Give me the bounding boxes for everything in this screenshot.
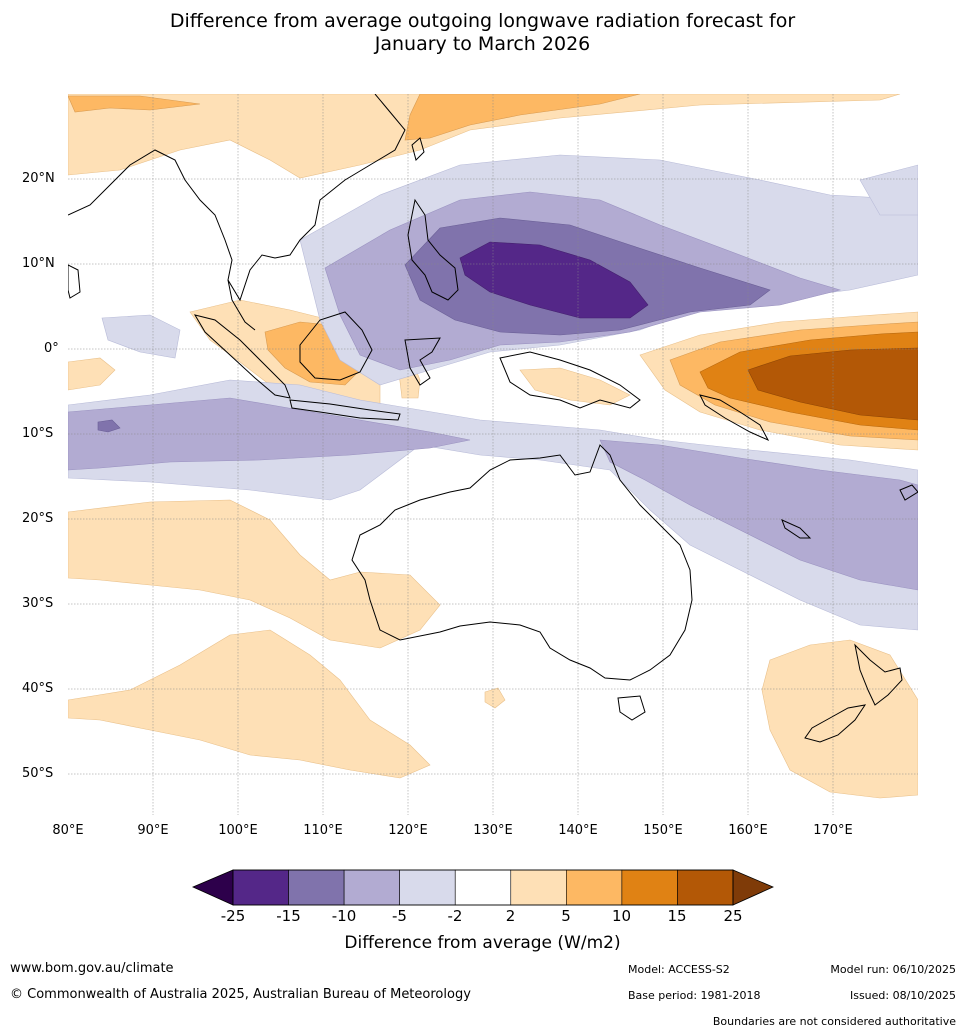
- anomaly-field: [68, 94, 918, 799]
- anomaly-south-spot: [484, 687, 506, 709]
- coast-new-guinea: [499, 351, 641, 409]
- anomaly-philippines-peak: [459, 241, 649, 319]
- colorbar-title: Difference from average (W/m2): [344, 933, 621, 953]
- graticule: [68, 94, 918, 815]
- lat-label-20s: 20°S: [22, 511, 54, 526]
- coast-java: [289, 399, 401, 421]
- anomaly-himalaya: [68, 95, 201, 113]
- anomaly-east-pacific-band: [859, 164, 918, 216]
- coast-fiji: [899, 484, 918, 501]
- colorbar-box-7: [621, 869, 678, 906]
- anomaly-indian-spot: [97, 419, 121, 433]
- anomaly-coral-sea-mid: [599, 439, 918, 591]
- lon-label-110e: 110°E: [303, 823, 343, 838]
- coast-tasmania: [617, 695, 646, 721]
- title-line-2: January to March 2026: [374, 33, 591, 55]
- anomaly-west-indian: [68, 357, 116, 391]
- anomaly-central-pacific-peak: [747, 347, 918, 421]
- footer-copyright: © Commonwealth of Australia 2025, Austra…: [10, 987, 471, 1002]
- map-title: Difference from average outgoing longwav…: [0, 10, 965, 56]
- colorbar-box-6: [566, 869, 623, 906]
- colorbar-over-arrow: [732, 869, 774, 906]
- colorbar-under-arrow: [192, 869, 234, 906]
- footer-disclaimer: Boundaries are not considered authoritat…: [712, 1015, 956, 1028]
- colorbar-label-5: 5: [561, 907, 571, 925]
- title-line-1: Difference from average outgoing longwav…: [169, 10, 796, 32]
- lat-label-10s: 10°S: [22, 426, 54, 441]
- coast-borneo: [299, 311, 373, 381]
- lat-label-50s: 50°S: [22, 766, 54, 781]
- colorbar-box-2: [343, 869, 400, 906]
- anomaly-south-indian: [68, 499, 441, 649]
- coast-new-caledonia: [781, 519, 812, 539]
- coast-asia-mainland: [68, 94, 406, 302]
- lon-label-140e: 140°E: [558, 823, 598, 838]
- footer-issued: Issued: 08/10/2025: [849, 989, 956, 1002]
- colorbar-box-5: [510, 869, 567, 906]
- coast-new-zealand-north: [854, 643, 903, 706]
- coast-new-zealand-south: [804, 704, 867, 743]
- lat-label-equator: 0°: [44, 341, 59, 356]
- lon-label-80e: 80°E: [52, 823, 84, 838]
- colorbar-label-neg15: -15: [276, 907, 301, 925]
- lat-label-40s: 40°S: [22, 681, 54, 696]
- lat-label-20n: 20°N: [22, 171, 55, 186]
- colorbar: [192, 869, 774, 906]
- colorbar-boxes: [232, 869, 734, 906]
- coast-malay-peninsula: [227, 279, 256, 331]
- anomaly-tasman: [761, 639, 918, 799]
- lon-label-130e: 130°E: [473, 823, 513, 838]
- colorbar-frame: [232, 869, 734, 906]
- lon-label-150e: 150°E: [643, 823, 683, 838]
- colorbar-label-15: 15: [667, 907, 687, 925]
- anomaly-bay-bengal: [101, 314, 181, 359]
- lon-label-100e: 100°E: [218, 823, 258, 838]
- coast-sri-lanka: [68, 264, 81, 299]
- anomaly-png: [519, 367, 631, 406]
- colorbar-box-8: [677, 869, 734, 906]
- colorbar-label-10: 10: [611, 907, 632, 925]
- lon-label-90e: 90°E: [137, 823, 169, 838]
- colorbar-box-4: [454, 869, 512, 906]
- colorbar-label-2: 2: [505, 907, 516, 925]
- footer-website[interactable]: www.bom.gov.au/climate: [10, 961, 174, 976]
- lat-label-10n: 10°N: [22, 256, 55, 271]
- lon-label-160e: 160°E: [728, 823, 768, 838]
- anomaly-north-china-strong: [404, 94, 641, 141]
- colorbar-box-1: [288, 869, 345, 906]
- colorbar-label-neg25: -25: [220, 907, 246, 925]
- anomaly-southern-ocean: [68, 629, 431, 779]
- coast-sulawesi: [404, 337, 441, 386]
- coastlines: [68, 94, 918, 743]
- colorbar-label-neg2: -2: [447, 907, 463, 925]
- coast-solomon-islands: [699, 394, 770, 442]
- footer-model: Model: ACCESS-S2: [628, 963, 730, 976]
- colorbar-box-3: [399, 869, 456, 906]
- colorbar-label-neg10: -10: [331, 907, 357, 925]
- lat-label-30s: 30°S: [22, 596, 54, 611]
- footer-base-period: Base period: 1981-2018: [628, 989, 761, 1002]
- lon-label-120e: 120°E: [388, 823, 428, 838]
- coast-sumatra: [193, 314, 291, 399]
- coast-philippines: [407, 198, 459, 301]
- lon-label-170e: 170°E: [813, 823, 853, 838]
- coast-australia: [351, 444, 693, 681]
- footer-model-run: Model run: 06/10/2025: [830, 963, 956, 976]
- colorbar-box-0: [232, 869, 289, 906]
- colorbar-label-neg5: -5: [392, 907, 407, 925]
- anomaly-north-china: [68, 94, 901, 179]
- coast-taiwan: [411, 137, 425, 161]
- colorbar-label-25: 25: [723, 907, 743, 925]
